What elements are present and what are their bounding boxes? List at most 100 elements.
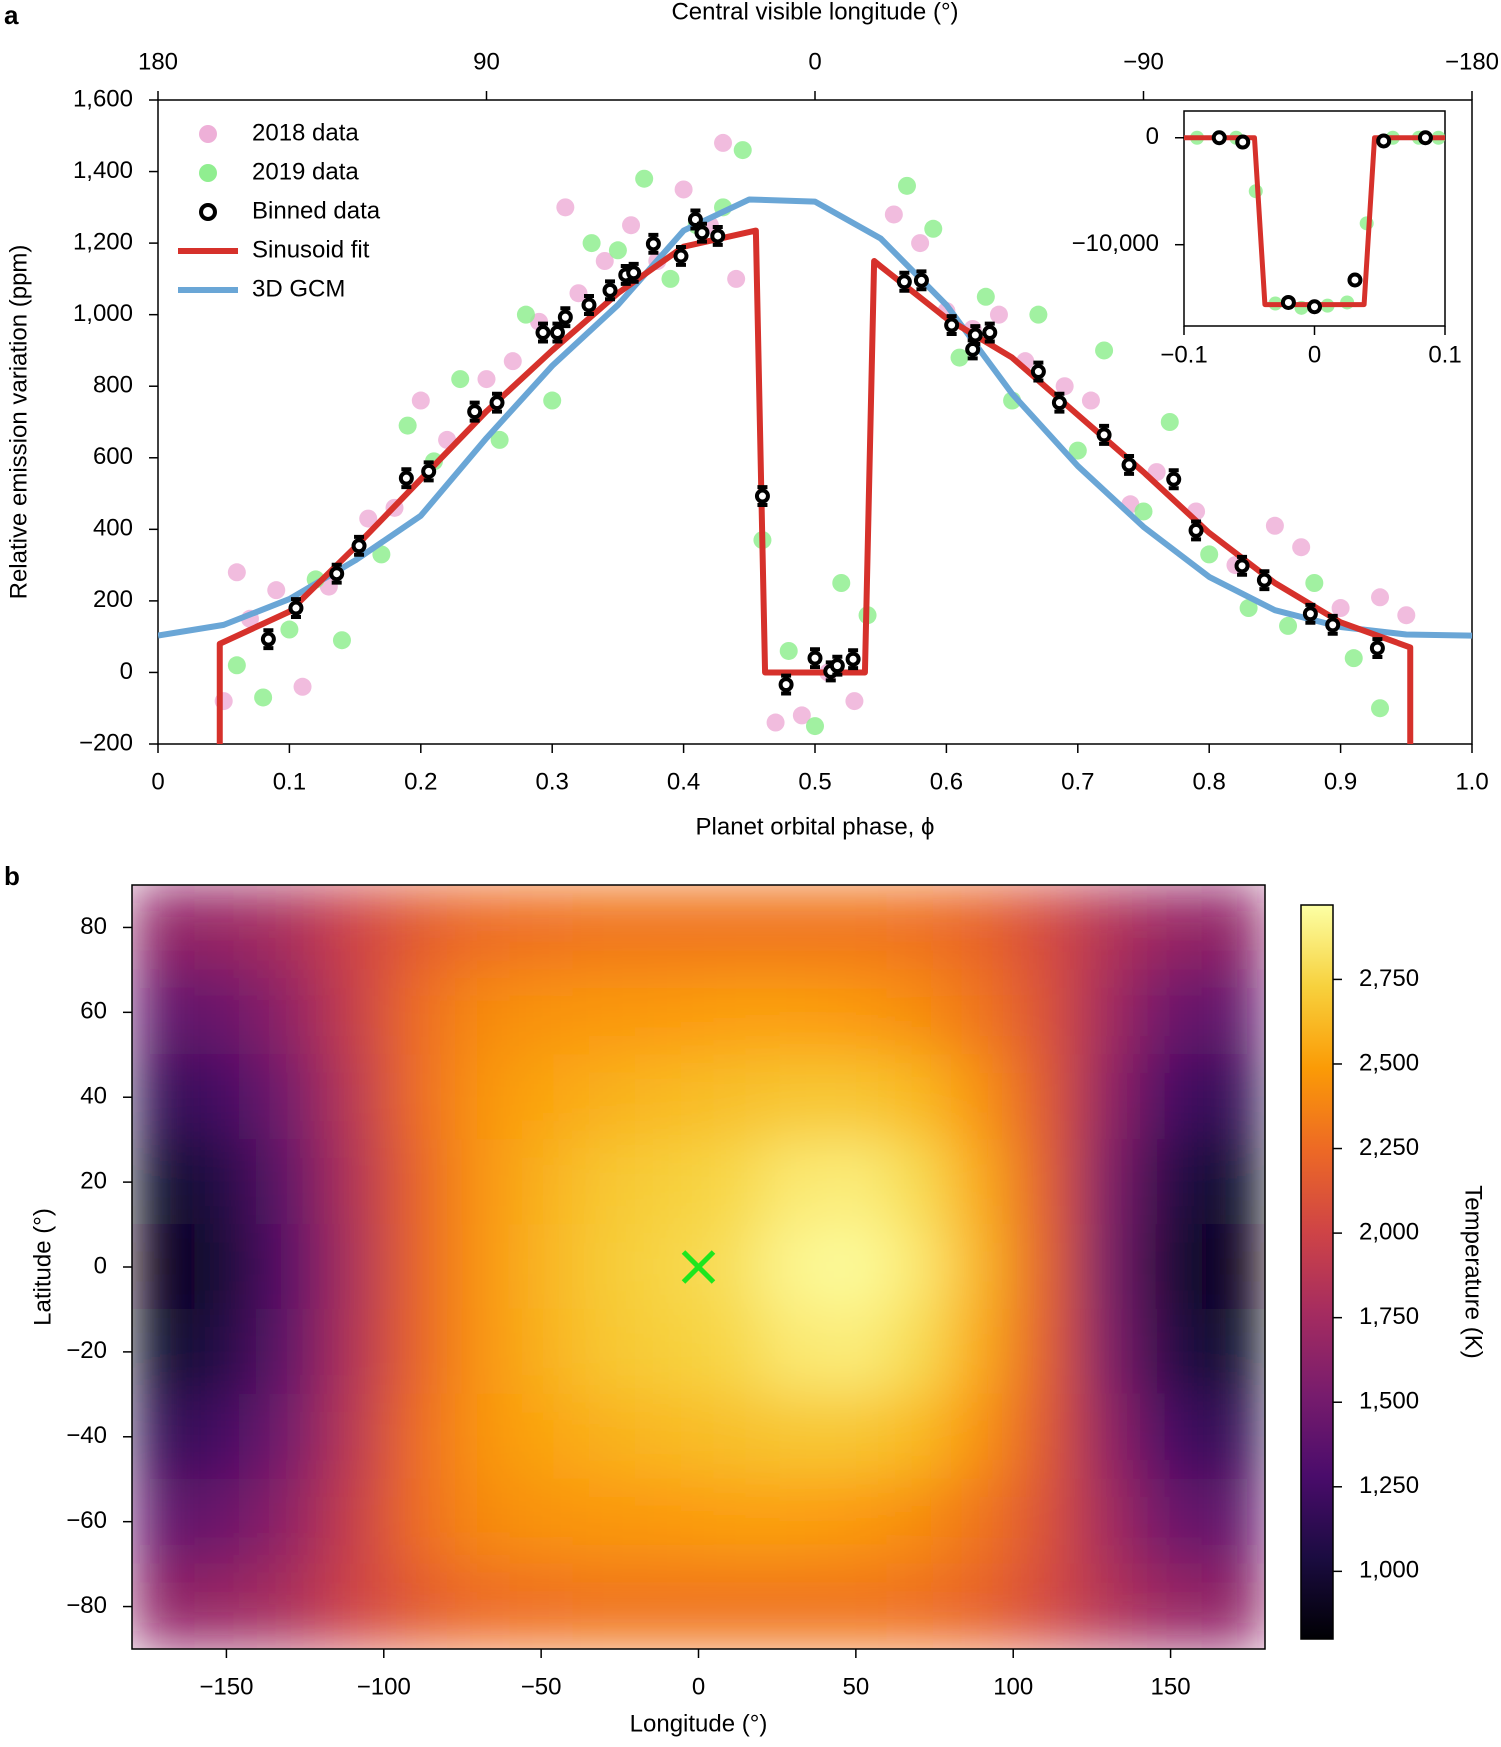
data-point xyxy=(674,180,693,199)
heatmap-cell xyxy=(194,1054,259,1141)
heatmap-cell xyxy=(131,1054,196,1141)
x-tick-label: 50 xyxy=(843,1673,870,1700)
heatmap-cell xyxy=(320,1054,385,1141)
data-point xyxy=(1371,699,1390,718)
y-tick-label: 800 xyxy=(93,372,133,399)
data-point xyxy=(635,169,654,188)
heatmap-cell xyxy=(320,1478,385,1565)
data-point xyxy=(503,352,522,371)
legend-label: 2018 data xyxy=(252,119,359,146)
x-tick-label: 0 xyxy=(692,1673,705,1700)
heatmap-cell xyxy=(446,1308,511,1395)
x-tick-label: −50 xyxy=(521,1673,562,1700)
heatmap-cell xyxy=(131,1139,196,1226)
data-point xyxy=(792,706,811,725)
x-tick-label: 0.3 xyxy=(536,768,569,795)
heatmap-cell xyxy=(194,1308,259,1395)
data-point xyxy=(1095,341,1114,360)
heatmap-cell xyxy=(1012,884,1077,971)
heatmap-cell xyxy=(257,1224,322,1310)
heatmap-cell xyxy=(1075,969,1140,1056)
heatmap-cell xyxy=(1012,1224,1077,1310)
binned-point xyxy=(896,274,912,290)
heatmap-cell xyxy=(1201,1393,1266,1480)
y-tick-label: −200 xyxy=(79,729,133,756)
heatmap-cell xyxy=(1075,1054,1140,1141)
heatmap-cell xyxy=(383,1139,448,1226)
heatmap-cell xyxy=(698,1054,762,1141)
colorbar-label: Temperature (K) xyxy=(1460,1185,1487,1358)
heatmap-cell xyxy=(1138,1563,1203,1650)
heatmap-cell xyxy=(509,1478,574,1565)
heatmap-cell xyxy=(320,969,385,1056)
heatmap-cell xyxy=(1075,1224,1140,1310)
heatmap-cell xyxy=(509,1393,574,1480)
heatmap-cell xyxy=(760,1224,825,1310)
binned-point xyxy=(1302,606,1318,622)
heatmap-cell xyxy=(1075,1478,1140,1565)
data-point xyxy=(595,252,614,270)
heatmap xyxy=(131,884,1266,1650)
binned-point xyxy=(1307,299,1322,315)
heatmap-cell xyxy=(1012,1563,1077,1650)
x-tick-label: 0.4 xyxy=(667,768,700,795)
binned-point xyxy=(581,297,597,313)
heatmap-cell xyxy=(823,1054,888,1141)
heatmap-cell xyxy=(886,1308,951,1395)
heatmap-cell xyxy=(823,1478,888,1565)
heatmap-cell xyxy=(320,1393,385,1480)
y-axis-label: Relative emission variation (ppm) xyxy=(5,245,32,600)
panel-label: a xyxy=(4,0,19,30)
heatmap-cell xyxy=(635,1224,699,1310)
data-point xyxy=(451,370,470,389)
heatmap-cell xyxy=(823,1308,888,1395)
heatmap-cell xyxy=(194,1224,259,1310)
heatmap-cell xyxy=(131,1308,196,1395)
heatmap-cell xyxy=(131,969,196,1056)
heatmap-cell xyxy=(572,1563,637,1650)
heatmap-cell xyxy=(823,1563,888,1650)
hotspot-marker xyxy=(681,1250,716,1284)
binned-point xyxy=(398,470,414,486)
heatmap-cell xyxy=(1138,1224,1203,1310)
y-tick-label: −40 xyxy=(66,1422,107,1449)
data-point xyxy=(1160,413,1179,431)
heatmap-cell xyxy=(320,884,385,971)
y-tick-label: 0 xyxy=(120,658,133,685)
legend-marker xyxy=(199,164,217,182)
y-tick-label: 400 xyxy=(93,515,133,542)
x-tick-label: 0.1 xyxy=(1428,341,1461,368)
data-point xyxy=(661,269,680,288)
heatmap-cell xyxy=(1012,969,1077,1056)
heatmap-cell xyxy=(698,884,762,971)
fit-line xyxy=(158,196,1472,639)
heatmap-cell xyxy=(320,1224,385,1310)
heatmap-cell xyxy=(1201,1308,1266,1395)
heatmap-cell xyxy=(131,1224,196,1310)
binned-point xyxy=(626,265,642,281)
y-tick-label: 1,600 xyxy=(73,85,133,112)
heatmap-cell xyxy=(131,1393,196,1480)
legend-marker xyxy=(199,125,217,143)
y-tick-label: 40 xyxy=(80,1083,107,1110)
data-point xyxy=(332,631,351,650)
heatmap-cell xyxy=(572,1139,637,1226)
heatmap-cell xyxy=(760,969,825,1056)
binned-point xyxy=(1235,134,1251,150)
binned-point xyxy=(754,488,770,504)
data-point xyxy=(897,176,916,195)
heatmap-cell xyxy=(257,969,322,1056)
y-tick-label: −20 xyxy=(66,1337,107,1364)
heatmap-cell xyxy=(823,884,888,971)
heatmap-cell xyxy=(635,1139,699,1226)
heatmap-cell xyxy=(1201,1139,1266,1226)
x-tick-label: 0.5 xyxy=(798,768,831,795)
heatmap-cell xyxy=(194,1563,259,1650)
heatmap-cell xyxy=(886,969,951,1056)
heatmap-cell xyxy=(886,1224,951,1310)
binned-point xyxy=(467,404,483,420)
y-tick-label: −80 xyxy=(66,1592,107,1619)
heatmap-cell xyxy=(698,1563,762,1650)
heatmap-cell xyxy=(320,1139,385,1226)
